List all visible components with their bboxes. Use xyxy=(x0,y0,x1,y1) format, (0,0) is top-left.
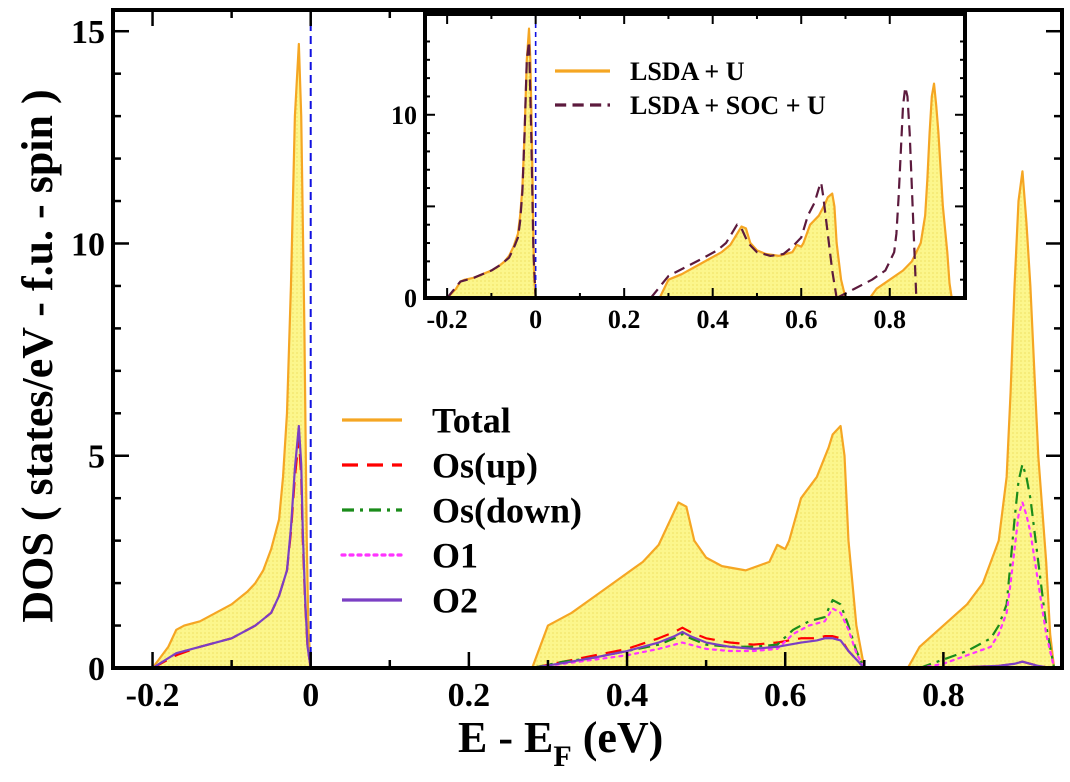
main-legend-label: Os(down) xyxy=(432,491,582,531)
inset-line-lsda-soc-u-2 xyxy=(836,86,918,299)
main-line-o2-1 xyxy=(531,630,866,670)
main-frame xyxy=(111,8,1064,670)
inset-xtick-label: 0.8 xyxy=(874,305,907,334)
inset-ytick-label: 0 xyxy=(404,284,417,313)
main-line-o2-0 xyxy=(151,424,312,669)
inset-plot xyxy=(425,14,965,299)
main-line-os-down--2 xyxy=(919,463,1056,670)
inset-line-lsda-soc-u-0 xyxy=(446,40,537,299)
main-legend-label: Os(up) xyxy=(432,446,538,486)
main-legend-label: Total xyxy=(432,401,511,441)
inset-xtick-label: 0.2 xyxy=(608,305,641,334)
inset-line-lsda-u-2 xyxy=(868,82,953,299)
y-axis-title: DOS ( states/eV - f.u. - spin ) xyxy=(13,89,62,622)
main-fill-total-0 xyxy=(152,43,311,668)
x-axis-title-sub: F xyxy=(553,740,571,773)
inset-xtick-label: 0.6 xyxy=(785,305,818,334)
main-line-o1-1 xyxy=(531,607,866,670)
x-axis-title: E - EF (eV) xyxy=(458,713,663,773)
x-axis-title-main: E - E xyxy=(458,713,553,762)
main-xtick-label: 0.8 xyxy=(922,677,965,714)
inset-legend-label: LSDA + U xyxy=(630,57,745,86)
main-ytick-label: 15 xyxy=(71,14,105,51)
inset-frame xyxy=(423,12,967,300)
inset-xtick-label: -0.2 xyxy=(427,305,468,334)
main-line-total-2 xyxy=(906,170,1056,669)
main-line-os-up--1 xyxy=(531,626,866,670)
inset-line-lsda-soc-u-1 xyxy=(649,181,838,299)
inset-fill-lsda-u-0 xyxy=(447,28,536,299)
main-ytick-label: 10 xyxy=(71,226,105,263)
main-line-total-0 xyxy=(151,42,312,669)
inset-legend-label: LSDA + SOC + U xyxy=(630,91,826,120)
main-line-o1-2 xyxy=(918,501,1056,670)
main-legend-label: O1 xyxy=(432,536,478,576)
main-ytick-label: 0 xyxy=(88,651,105,688)
inset-ytick-label: 10 xyxy=(391,101,417,130)
main-xtick-label: 0 xyxy=(302,677,319,714)
main-legend-label: O2 xyxy=(432,581,478,621)
inset-xtick-label: 0.4 xyxy=(696,305,729,334)
main-xtick-label: 0.6 xyxy=(764,677,807,714)
inset-fill-lsda-u-2 xyxy=(869,83,952,298)
main-xtick-label: -0.2 xyxy=(126,677,180,714)
main-line-total-1 xyxy=(531,424,866,669)
inset-axes: -0.2 0 0.2 0.4 0.6 0.8 0 10 LSDA + U LSDA + SOC +… xyxy=(391,12,967,334)
main-xtick-label: 0.2 xyxy=(448,677,491,714)
main-xtick-label: 0.4 xyxy=(606,677,649,714)
main-fill-total-2 xyxy=(907,171,1055,668)
inset-line-lsda-u-1 xyxy=(658,192,847,299)
main-ytick-label: 5 xyxy=(88,439,105,476)
inset-xtick-label: 0 xyxy=(529,305,542,334)
main-axes: -0.2 0 0.2 0.4 0.6 0.8 0 5 10 15 Total Os(up) Os(dow… xyxy=(71,8,1064,714)
x-axis-title-unit: (eV) xyxy=(572,713,664,762)
